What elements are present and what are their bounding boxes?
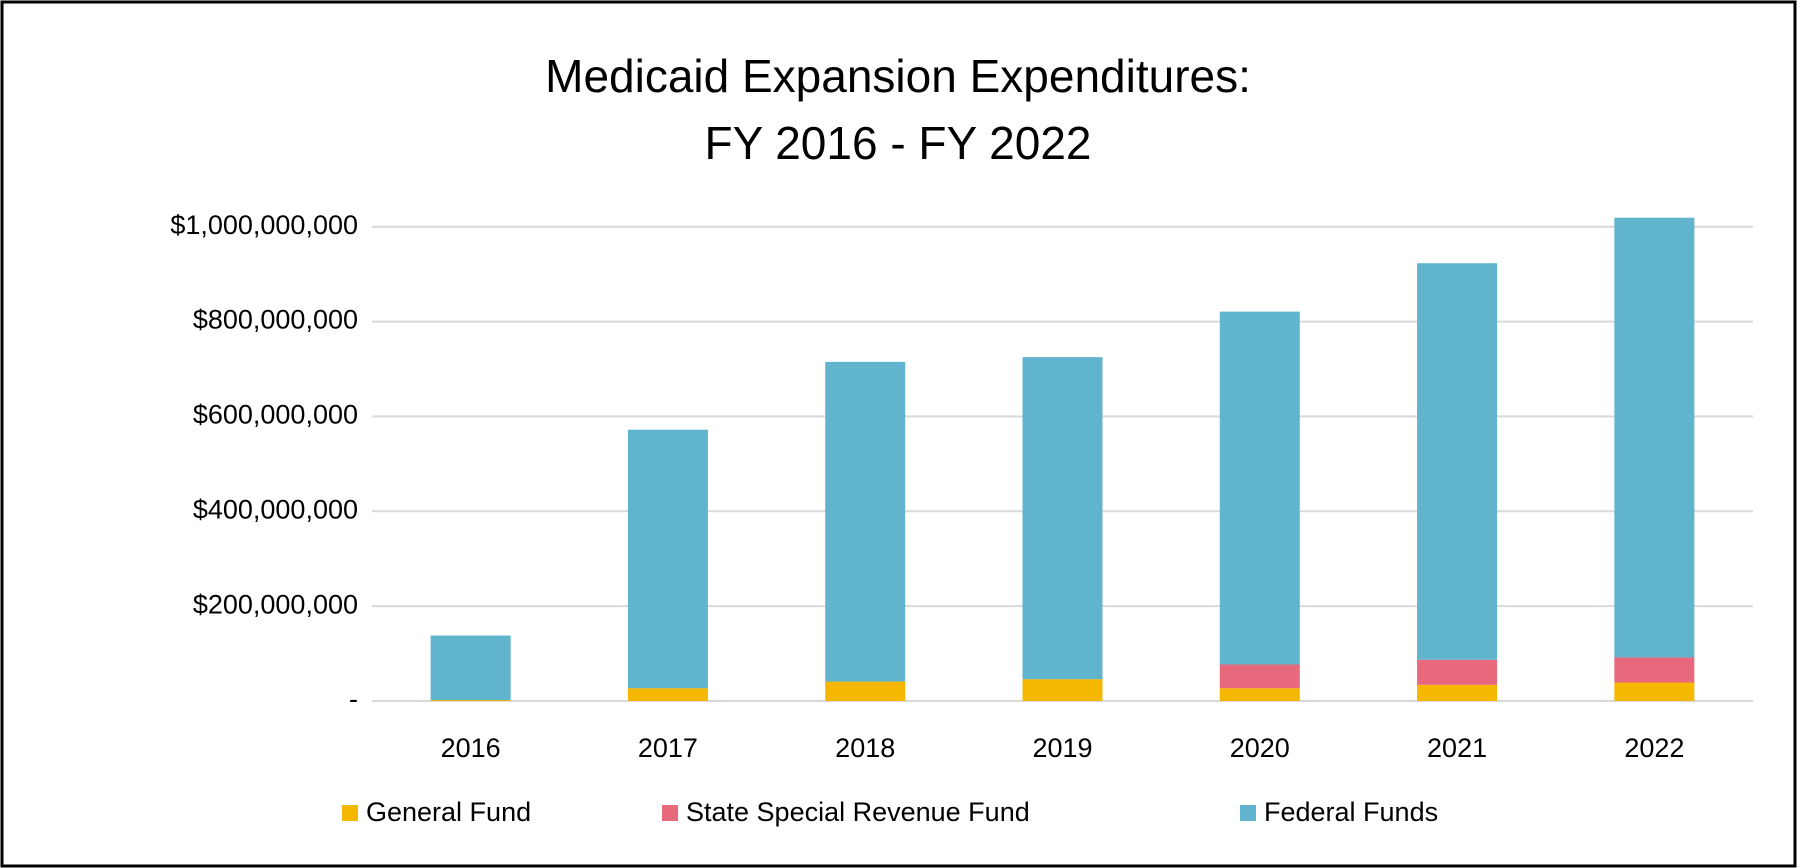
y-tick-label: - <box>349 684 358 714</box>
chart-title: Medicaid Expansion Expenditures: <box>545 50 1251 102</box>
x-tick-label: 2017 <box>638 733 698 763</box>
bar-segment <box>1219 688 1300 701</box>
legend-label: General Fund <box>366 797 531 827</box>
bar-segment <box>825 681 906 701</box>
bar-segment <box>1417 263 1498 660</box>
x-tick-label: 2022 <box>1624 733 1684 763</box>
legend-swatch <box>342 805 358 821</box>
legend-label: Federal Funds <box>1264 797 1438 827</box>
bar-segment <box>1417 684 1498 701</box>
bar-segment <box>1614 217 1695 658</box>
x-tick-label: 2018 <box>835 733 895 763</box>
legend-swatch <box>662 805 678 821</box>
bar-segment <box>1614 682 1695 701</box>
y-tick-label: $200,000,000 <box>193 589 358 619</box>
bar-segment <box>825 361 906 682</box>
bar-segment <box>627 688 708 701</box>
bar-segment <box>1022 679 1103 701</box>
legend-swatch <box>1240 805 1256 821</box>
chart-title: FY 2016 - FY 2022 <box>704 117 1091 169</box>
y-tick-label: $1,000,000,000 <box>170 210 358 240</box>
x-tick-label: 2020 <box>1230 733 1290 763</box>
x-tick-label: 2019 <box>1032 733 1092 763</box>
legend-label: State Special Revenue Fund <box>686 797 1030 827</box>
bar-segment <box>1219 664 1300 689</box>
bar-segment <box>1022 357 1103 680</box>
y-tick-label: $600,000,000 <box>193 400 358 430</box>
bar-segment <box>1614 657 1695 683</box>
y-tick-label: $400,000,000 <box>193 494 358 524</box>
bar-segment <box>627 429 708 689</box>
y-tick-label: $800,000,000 <box>193 305 358 335</box>
bar-segment <box>1219 311 1300 665</box>
x-tick-label: 2016 <box>441 733 501 763</box>
bar-segment <box>1417 659 1498 685</box>
x-tick-label: 2021 <box>1427 733 1487 763</box>
bar-segment <box>430 700 511 701</box>
bar-segment <box>430 635 511 701</box>
